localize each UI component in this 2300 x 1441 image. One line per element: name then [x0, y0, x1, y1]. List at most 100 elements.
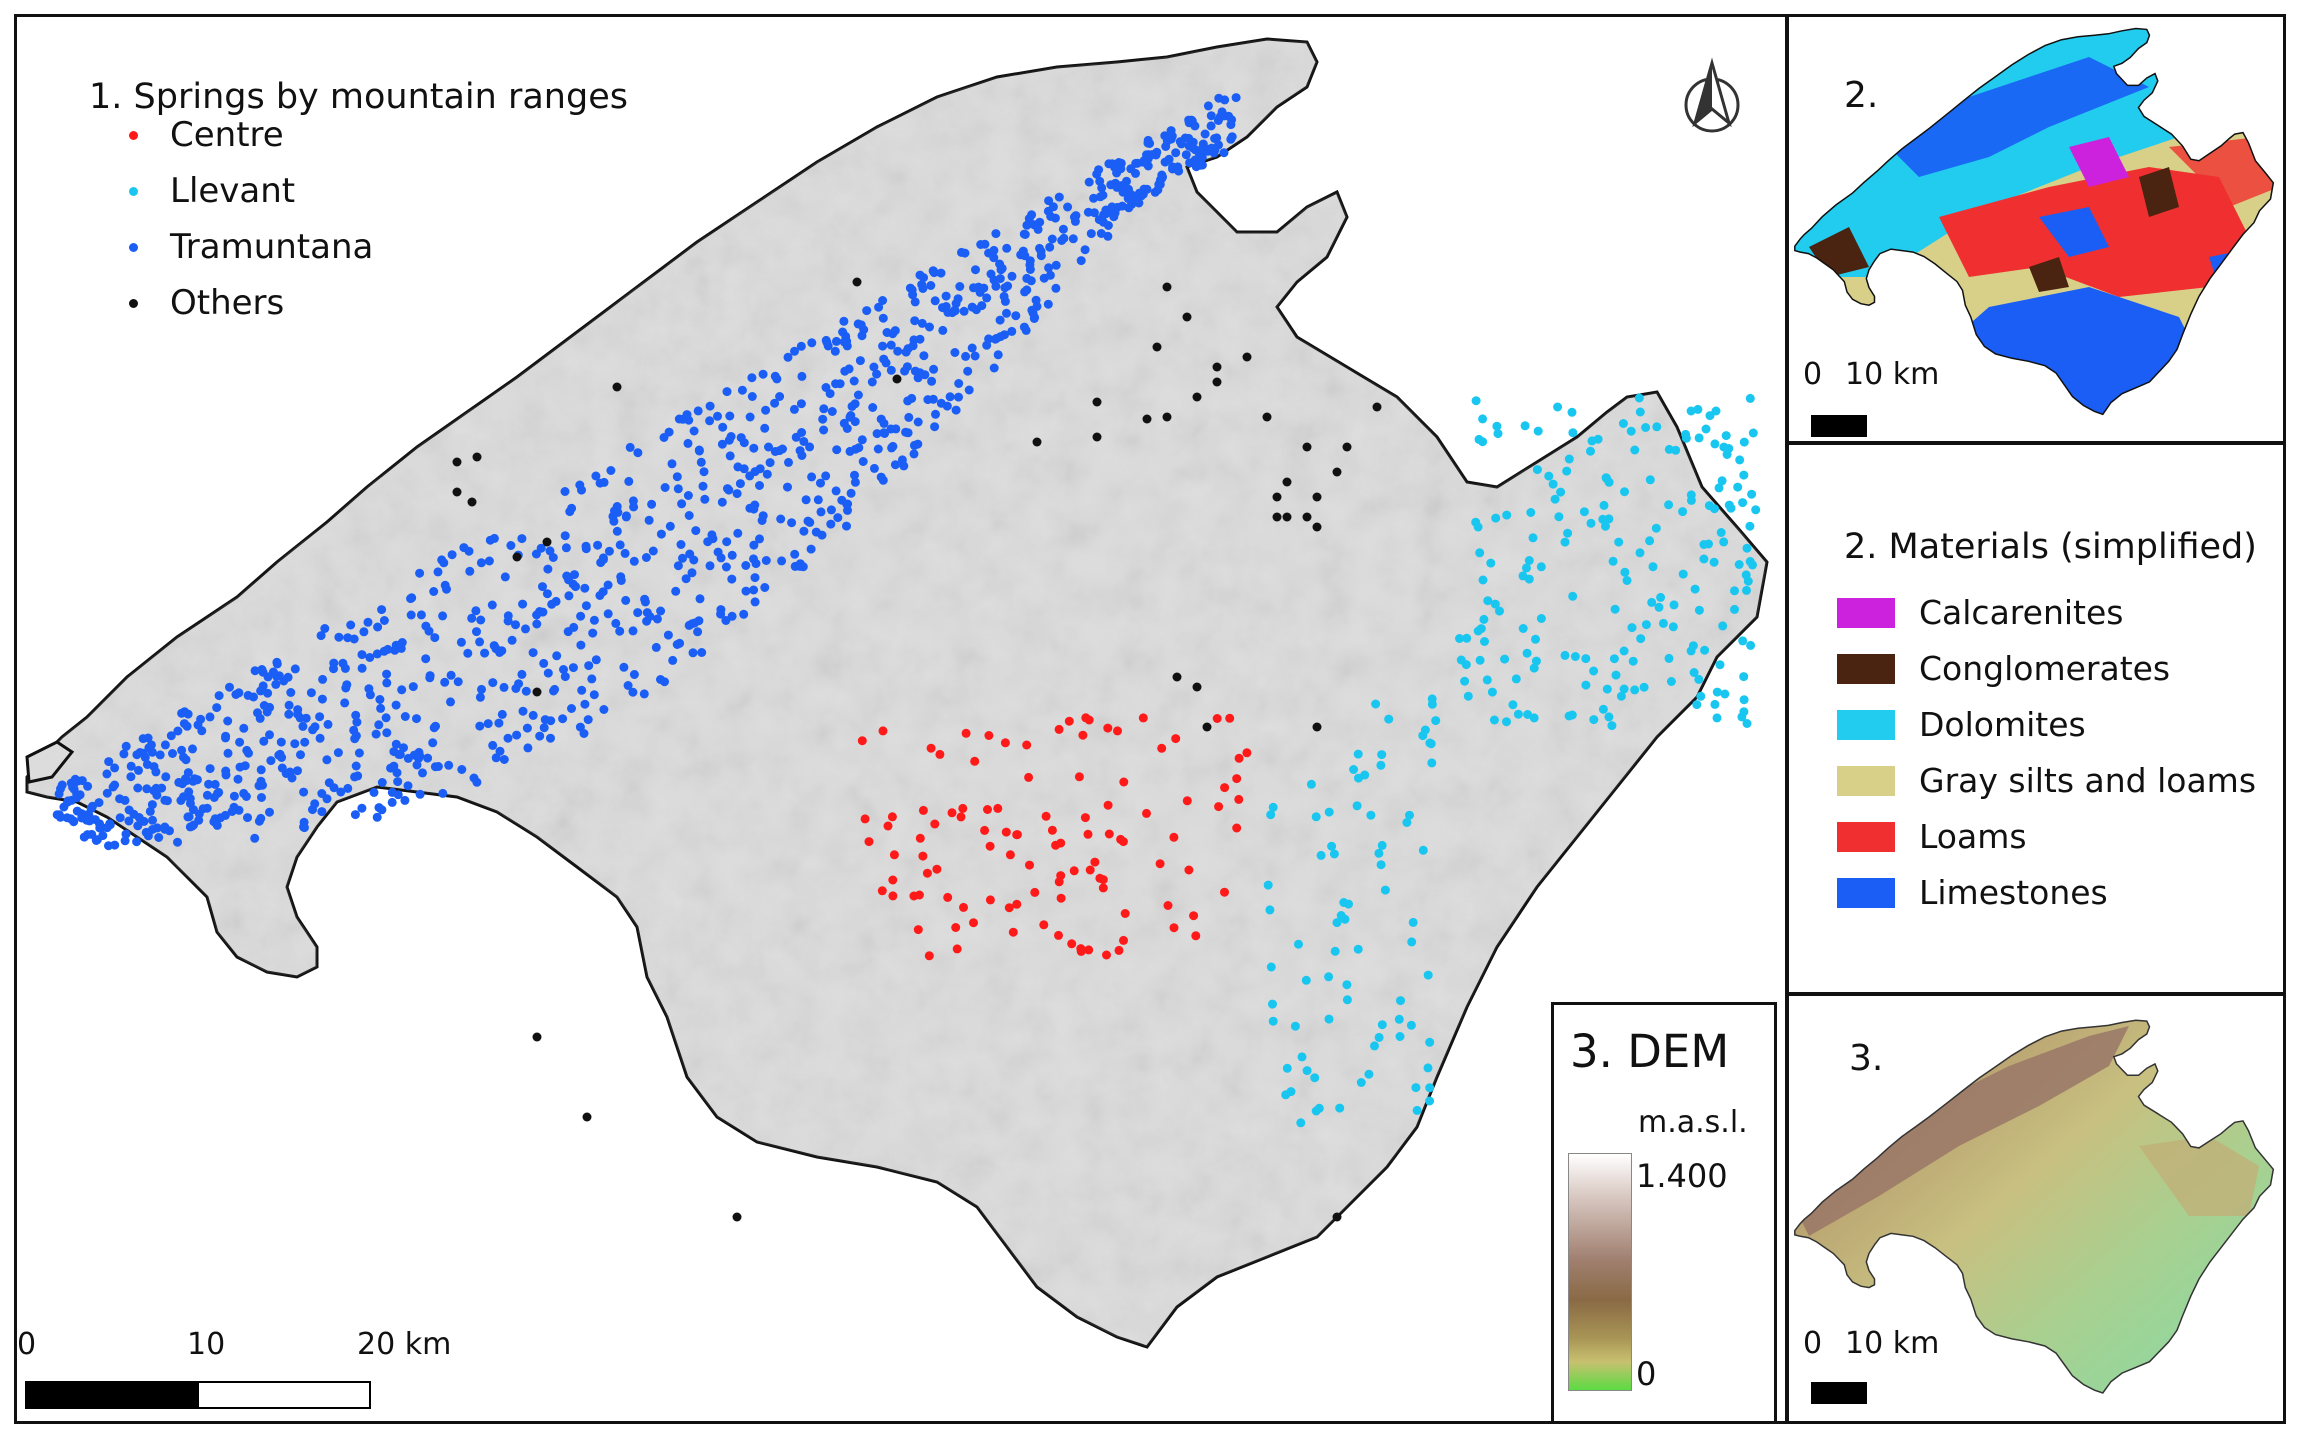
dragonera-islet: [25, 740, 75, 784]
spring-dot-tramuntana: [415, 789, 425, 799]
spring-dot-tramuntana: [389, 747, 399, 757]
spring-dot-centre: [1155, 859, 1165, 869]
spring-dot-tramuntana: [640, 594, 650, 604]
spring-dot-llevant: [1427, 699, 1437, 709]
spring-dot-llevant: [1342, 980, 1352, 990]
spring-dot-llevant: [1720, 689, 1730, 699]
spring-dot-tramuntana: [991, 229, 1001, 239]
spring-dot-tramuntana: [340, 663, 350, 673]
spring-dot-tramuntana: [993, 350, 1003, 360]
main-map-panel: 1. Springs by mountain ranges Centre Lle…: [14, 14, 1788, 1424]
spring-dot-llevant: [1696, 691, 1706, 701]
spring-dot-others: [852, 277, 862, 287]
spring-dot-llevant: [1616, 691, 1626, 701]
spring-dot-tramuntana: [188, 744, 197, 754]
spring-dot-centre: [1184, 865, 1194, 875]
spring-dot-tramuntana: [299, 787, 309, 797]
spring-dot-tramuntana: [548, 553, 558, 562]
loams-swatch: [1837, 821, 1895, 852]
spring-dot-tramuntana: [480, 648, 490, 658]
spring-dot-centre: [1103, 800, 1113, 810]
spring-dot-tramuntana: [1084, 177, 1094, 187]
dem-legend-title: 3. DEM: [1570, 1025, 1730, 1078]
spring-dot-centre: [1232, 774, 1242, 784]
spring-dot-tramuntana: [790, 549, 800, 559]
spring-dot-tramuntana: [162, 796, 172, 806]
spring-dot-llevant: [1567, 710, 1577, 720]
spring-dot-tramuntana: [656, 675, 665, 684]
spring-dot-tramuntana: [1045, 270, 1055, 280]
spring-dot-llevant: [1581, 654, 1591, 664]
spring-dot-centre: [1090, 857, 1100, 867]
spring-dot-centre: [1056, 893, 1066, 903]
spring-dot-others: [1272, 492, 1282, 502]
spring-dot-tramuntana: [727, 574, 737, 584]
spring-dot-tramuntana: [850, 470, 859, 480]
spring-dot-tramuntana: [625, 442, 635, 452]
spring-dot-tramuntana: [1027, 210, 1037, 220]
spring-dot-tramuntana: [598, 555, 608, 565]
spring-dot-llevant: [1651, 523, 1661, 533]
spring-dot-llevant: [1407, 937, 1417, 947]
spring-dot-tramuntana: [995, 315, 1005, 325]
spring-dot-centre: [961, 728, 971, 738]
spring-dot-llevant: [1263, 880, 1273, 890]
spring-dot-centre: [969, 918, 978, 928]
spring-dot-tramuntana: [957, 247, 966, 257]
spring-dot-llevant: [1568, 428, 1578, 438]
spring-dot-tramuntana: [909, 449, 919, 459]
spring-dot-llevant: [1614, 537, 1624, 547]
spring-dot-tramuntana: [469, 773, 479, 783]
spring-dot-tramuntana: [765, 458, 775, 468]
spring-dot-tramuntana: [839, 337, 849, 347]
spring-dot-llevant: [1513, 709, 1523, 719]
spring-dot-tramuntana: [652, 614, 662, 624]
spring-dot-tramuntana: [897, 455, 907, 465]
spring-dot-llevant: [1704, 539, 1713, 549]
spring-dot-tramuntana: [776, 514, 786, 524]
spring-dot-llevant: [1327, 841, 1337, 851]
spring-dot-centre: [947, 808, 957, 818]
spring-dot-tramuntana: [275, 749, 285, 759]
spring-dot-tramuntana: [1003, 281, 1013, 291]
spring-dot-tramuntana: [925, 322, 934, 332]
spring-dot-centre: [1103, 723, 1113, 733]
spring-dot-tramuntana: [633, 448, 643, 458]
spring-dot-llevant: [1394, 1014, 1404, 1024]
spring-dot-tramuntana: [243, 813, 252, 823]
spring-dot-llevant: [1619, 684, 1629, 694]
spring-dot-tramuntana: [979, 283, 989, 293]
spring-dot-llevant: [1370, 1041, 1379, 1051]
spring-dot-llevant: [1529, 663, 1539, 673]
spring-dot-tramuntana: [104, 757, 114, 767]
spring-dot-tramuntana: [182, 721, 192, 731]
spring-dot-tramuntana: [1045, 242, 1055, 252]
spring-dot-centre: [993, 803, 1003, 813]
spring-dot-tramuntana: [619, 662, 629, 672]
spring-dot-tramuntana: [830, 346, 840, 356]
spring-dot-tramuntana: [1130, 192, 1140, 201]
spring-dot-tramuntana: [918, 284, 928, 293]
spring-dot-tramuntana: [721, 562, 731, 572]
spring-dot-tramuntana: [1054, 192, 1064, 202]
spring-dot-tramuntana: [1086, 229, 1096, 239]
materials-legend: 2. Materials (simplified) Calcarenites C…: [1786, 442, 2286, 995]
spring-dot-tramuntana: [538, 582, 547, 592]
spring-dot-llevant: [1693, 404, 1703, 414]
spring-dot-tramuntana: [869, 362, 879, 372]
legend-label: Centre: [170, 115, 284, 155]
spring-dot-tramuntana: [790, 346, 799, 356]
spring-dot-tramuntana: [1142, 184, 1152, 194]
spring-dot-tramuntana: [1020, 230, 1030, 239]
llevant-dot-icon: [129, 186, 138, 196]
spring-dot-tramuntana: [73, 776, 83, 786]
spring-dot-llevant: [1681, 429, 1691, 439]
spring-dot-centre: [1163, 901, 1173, 910]
spring-dot-tramuntana: [1162, 136, 1172, 146]
spring-dot-tramuntana: [888, 441, 898, 451]
spring-dot-tramuntana: [846, 488, 856, 498]
spring-dot-tramuntana: [376, 703, 386, 713]
spring-dot-tramuntana: [320, 624, 330, 633]
spring-dot-llevant: [1268, 999, 1277, 1009]
spring-dot-tramuntana: [807, 338, 817, 348]
